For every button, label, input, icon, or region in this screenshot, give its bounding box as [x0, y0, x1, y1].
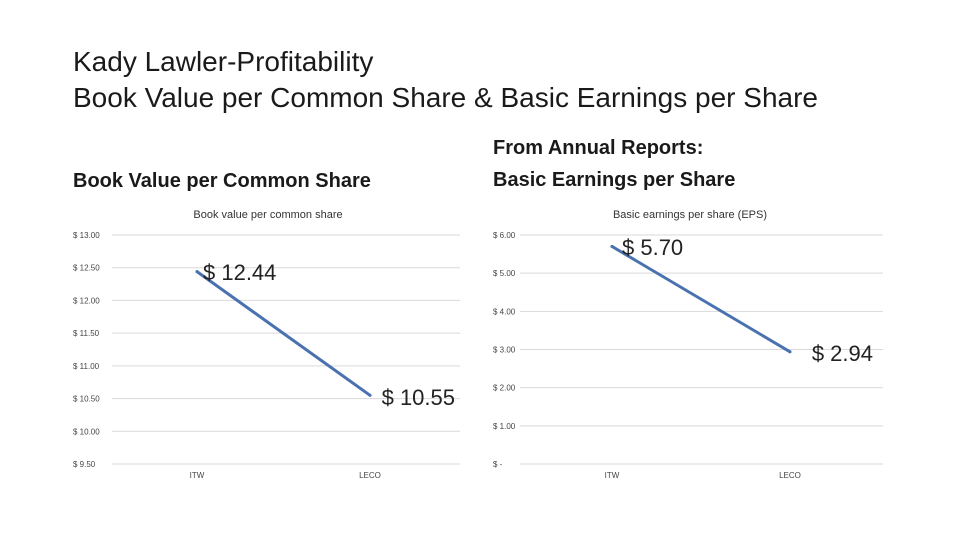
- right-heading-line-1: From Annual Reports:: [493, 137, 704, 159]
- book-value-data-label: $ 12.44: [203, 260, 276, 285]
- book-value-data-label: $ 10.55: [382, 385, 455, 410]
- book-value-y-tick-label: $ 13.00: [73, 231, 100, 240]
- book-value-data-point: [368, 393, 372, 397]
- eps-y-tick-label: $ -: [493, 460, 503, 469]
- left-section-heading: Book Value per Common Share: [73, 170, 371, 192]
- eps-y-tick-label: $ 1.00: [493, 422, 516, 431]
- eps-y-tick-label: $ 3.00: [493, 346, 516, 355]
- eps-y-tick-label: $ 4.00: [493, 307, 516, 316]
- right-heading-line-2: Basic Earnings per Share: [493, 169, 736, 191]
- eps-data-label: $ 5.70: [622, 235, 683, 260]
- book-value-y-tick-label: $ 11.00: [73, 362, 100, 371]
- slide-title: Kady Lawler-Profitability Book Value per…: [73, 44, 818, 116]
- eps-data-point: [610, 244, 614, 248]
- eps-y-tick-label: $ 2.00: [493, 384, 516, 393]
- book-value-y-tick-label: $ 10.00: [73, 427, 100, 436]
- eps-chart-title: Basic earnings per share (EPS): [613, 209, 767, 221]
- book-value-y-tick-label: $ 10.50: [73, 395, 100, 404]
- book-value-y-tick-label: $ 9.50: [73, 460, 96, 469]
- eps-data-point: [788, 350, 792, 354]
- book-value-chart-title: Book value per common share: [193, 209, 342, 221]
- eps-y-tick-label: $ 5.00: [493, 269, 516, 278]
- eps-series-line: [610, 244, 792, 354]
- book-value-y-tick-label: $ 11.50: [73, 329, 100, 338]
- eps-data-label: $ 2.94: [812, 341, 873, 366]
- right-section-heading: From Annual Reports: Basic Earnings per …: [493, 132, 735, 196]
- eps-y-tick-label: $ 6.00: [493, 231, 516, 240]
- book-value-series-line: [195, 270, 372, 397]
- slide-title-line-1: Kady Lawler-Profitability: [73, 46, 374, 77]
- book-value-x-tick-label: LECO: [359, 471, 381, 480]
- slide-title-line-2: Book Value per Common Share & Basic Earn…: [73, 82, 818, 113]
- book-value-data-point: [195, 270, 199, 274]
- book-value-x-tick-label: ITW: [190, 471, 205, 480]
- eps-x-tick-label: LECO: [779, 471, 801, 480]
- book-value-y-tick-label: $ 12.50: [73, 264, 100, 273]
- eps-x-tick-label: ITW: [605, 471, 620, 480]
- book-value-y-tick-label: $ 12.00: [73, 296, 100, 305]
